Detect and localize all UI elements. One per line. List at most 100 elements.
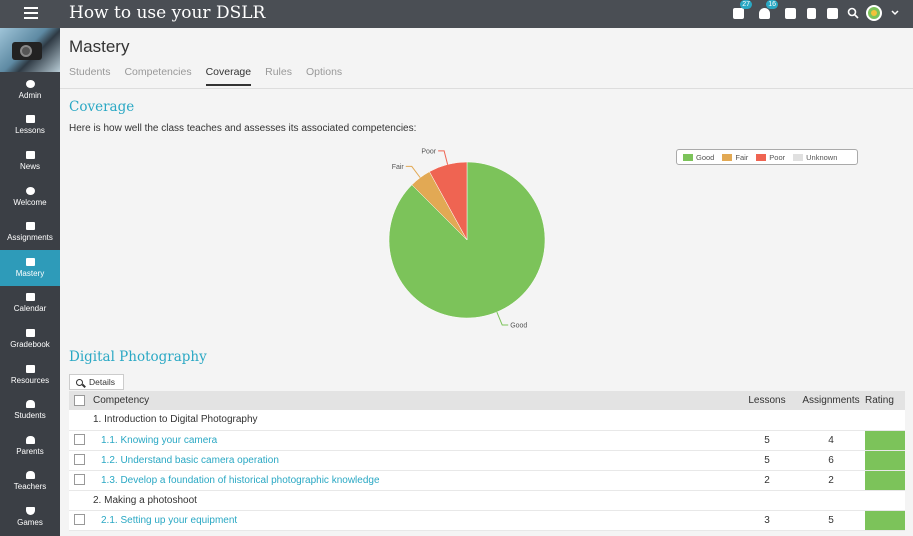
table-row: 1.3. Develop a foundation of historical … xyxy=(69,470,905,491)
header-lessons[interactable]: Lessons xyxy=(737,391,797,410)
header-assignments[interactable]: Assignments xyxy=(797,391,865,410)
messages-icon[interactable]: 27 xyxy=(730,0,752,22)
pie-label-good: Good xyxy=(510,322,527,329)
sidebar-item-label: Parents xyxy=(16,446,44,456)
search-icon[interactable] xyxy=(845,4,861,22)
row-checkbox[interactable] xyxy=(74,514,85,526)
sidebar-item-gradebook[interactable]: Gradebook xyxy=(0,321,60,357)
pie-leader-poor xyxy=(438,150,449,165)
row-checkbox[interactable] xyxy=(74,434,85,446)
trophy-icon xyxy=(25,506,35,515)
sidebar-item-students[interactable]: Students xyxy=(0,392,60,428)
class-title: How to use your DSLR xyxy=(69,3,266,23)
rating-cell xyxy=(865,430,905,451)
book-icon xyxy=(25,115,35,124)
sidebar-item-label: Lessons xyxy=(15,126,45,136)
calendar-icon xyxy=(25,293,35,302)
coverage-pie-chart: Good Fair Poor xyxy=(388,148,546,329)
header-competency[interactable]: Competency xyxy=(93,391,737,410)
sidebar-item-lessons[interactable]: Lessons xyxy=(0,108,60,144)
sidebar-item-teachers[interactable]: Teachers xyxy=(0,464,60,500)
table-row: 2.1. Setting up your equipment 3 5 xyxy=(69,510,905,531)
sidebar: Admin Lessons News Welcome Assignments M… xyxy=(0,28,60,536)
user-avatar[interactable] xyxy=(866,4,882,22)
user-icon xyxy=(25,400,35,409)
legend-item-poor: Poor xyxy=(756,153,785,162)
menu-icon[interactable] xyxy=(24,7,38,19)
lessons-count: 2 xyxy=(737,470,797,491)
table-header-row: Competency Lessons Assignments Rating xyxy=(69,391,905,410)
rating-cell xyxy=(865,510,905,531)
group-name: 2. Making a photoshoot xyxy=(93,490,905,511)
sidebar-item-mastery[interactable]: Mastery xyxy=(0,249,60,286)
lessons-count: 3 xyxy=(737,510,797,531)
header-rating[interactable]: Rating xyxy=(865,391,905,410)
pie-label-poor: Poor xyxy=(421,148,436,155)
competency-link[interactable]: 1.1. Knowing your camera xyxy=(93,430,737,451)
calendar-icon[interactable] xyxy=(782,4,798,22)
help-icon[interactable] xyxy=(824,4,840,22)
parent-icon xyxy=(25,435,35,444)
lessons-count: 5 xyxy=(737,450,797,471)
notifications-icon[interactable]: 16 xyxy=(756,0,778,22)
competency-link[interactable]: 1.3. Develop a foundation of historical … xyxy=(93,470,737,491)
competency-table: Competency Lessons Assignments Rating 1.… xyxy=(69,391,905,531)
row-checkbox[interactable] xyxy=(74,474,85,486)
top-icons: 27 16 xyxy=(725,0,903,22)
row-checkbox[interactable] xyxy=(74,454,85,466)
messages-badge: 27 xyxy=(740,0,752,9)
assignments-count: 2 xyxy=(797,470,865,491)
tab-coverage[interactable]: Coverage xyxy=(205,66,252,86)
table-row: 1.1. Knowing your camera 5 4 xyxy=(69,430,905,451)
pie-slice-poor[interactable] xyxy=(429,161,468,241)
sidebar-item-calendar[interactable]: Calendar xyxy=(0,286,60,322)
sidebar-item-welcome[interactable]: Welcome xyxy=(0,179,60,215)
page-title: Mastery xyxy=(69,37,130,56)
chevron-down-icon[interactable] xyxy=(887,4,903,22)
details-button[interactable]: Details xyxy=(69,374,124,390)
assignments-count: 4 xyxy=(797,430,865,451)
sidebar-item-label: Mastery xyxy=(15,268,45,278)
main-content: Mastery Students Competencies Coverage R… xyxy=(60,28,913,536)
sidebar-item-label: Assignments xyxy=(7,233,53,243)
sidebar-item-label: Games xyxy=(17,517,43,527)
table-row: 1.2. Understand basic camera operation 5… xyxy=(69,450,905,471)
folder-icon xyxy=(25,364,35,373)
tab-competencies[interactable]: Competencies xyxy=(124,66,192,78)
pie-leader-good xyxy=(496,311,509,326)
select-all-checkbox[interactable] xyxy=(74,394,85,406)
sidebar-item-label: Admin xyxy=(18,90,42,100)
tab-options[interactable]: Options xyxy=(305,66,343,78)
teacher-icon xyxy=(25,471,35,480)
competency-link[interactable]: 2.1. Setting up your equipment xyxy=(93,510,737,531)
sidebar-item-news[interactable]: News xyxy=(0,143,60,179)
legend-item-unknown: Unknown xyxy=(793,153,837,162)
search-icon xyxy=(76,378,83,386)
checkbox-icon xyxy=(25,222,35,231)
sidebar-item-label: Gradebook xyxy=(10,339,50,349)
coverage-heading: Coverage xyxy=(69,99,135,115)
sidebar-item-assignments[interactable]: Assignments xyxy=(0,214,60,250)
sidebar-item-parents[interactable]: Parents xyxy=(0,428,60,464)
competency-link[interactable]: 1.2. Understand basic camera operation xyxy=(93,450,737,471)
grid-icon xyxy=(25,328,35,337)
tab-bar: Students Competencies Coverage Rules Opt… xyxy=(69,66,356,86)
sidebar-item-games[interactable]: Games xyxy=(0,499,60,535)
legend-item-good: Good xyxy=(683,153,714,162)
sidebar-item-admin[interactable]: Admin xyxy=(0,72,60,108)
tab-rules[interactable]: Rules xyxy=(265,66,292,78)
sidebar-item-label: Teachers xyxy=(13,482,47,492)
lessons-count: 5 xyxy=(737,430,797,451)
trash-icon[interactable] xyxy=(803,4,819,22)
sidebar-item-label: Welcome xyxy=(13,197,47,207)
class-thumbnail[interactable] xyxy=(0,28,60,72)
chart-legend: Good Fair Poor Unknown xyxy=(676,149,858,165)
pie-label-fair: Fair xyxy=(392,164,405,171)
table-group-row: 1. Introduction to Digital Photography xyxy=(69,410,905,431)
pie-leader-fair xyxy=(405,165,421,178)
assignments-count: 6 xyxy=(797,450,865,471)
rating-cell xyxy=(865,470,905,491)
sidebar-item-label: Resources xyxy=(10,375,50,385)
sidebar-item-resources[interactable]: Resources xyxy=(0,357,60,393)
tab-students[interactable]: Students xyxy=(69,66,111,78)
